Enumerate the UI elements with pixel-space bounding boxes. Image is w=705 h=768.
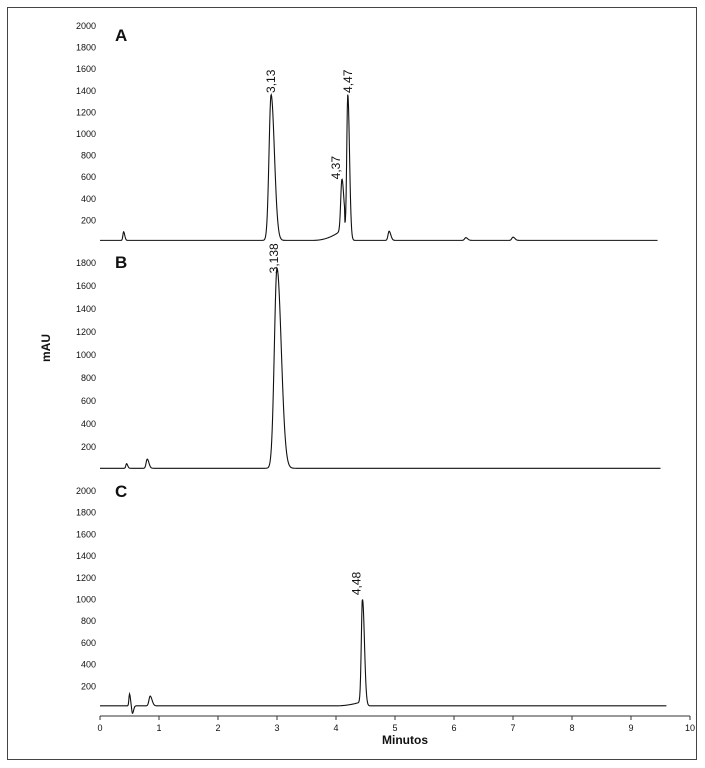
y-tick-label: 1000 <box>76 595 96 605</box>
y-tick-label: 1000 <box>76 129 96 139</box>
chromatogram-trace <box>100 266 661 469</box>
peak-label: 4,48 <box>350 571 364 595</box>
panel-b: 200 400 600 800 1000 1200 1400 1600 1800 B 3,138 <box>76 243 661 469</box>
y-tick-label: 400 <box>81 660 96 670</box>
y-tick-label: 1600 <box>76 529 96 539</box>
y-tick-label: 800 <box>81 373 96 383</box>
y-tick-label: 1000 <box>76 350 96 360</box>
peak-label: 3,13 <box>264 69 278 93</box>
y-tick-label: 1400 <box>76 304 96 314</box>
y-tick-label: 2000 <box>76 486 96 496</box>
y-tick-label: 1600 <box>76 281 96 291</box>
y-tick-label: 1800 <box>76 258 96 268</box>
panel-label: A <box>115 26 127 45</box>
y-tick-label: 1600 <box>76 64 96 74</box>
x-tick-label: 7 <box>510 723 515 733</box>
y-tick-label: 1800 <box>76 43 96 53</box>
x-tick-label: 2 <box>215 723 220 733</box>
chromatogram-figure: 0 1 2 3 4 5 6 7 8 9 10 Minutos mAU 200 400 600 800 100… <box>39 21 695 747</box>
x-tick-label: 5 <box>392 723 397 733</box>
x-tick-label: 0 <box>97 723 102 733</box>
x-tick-label: 4 <box>333 723 338 733</box>
chromatogram-panels: 200 400 600 800 1000 1200 1400 1600 1800 2000 A 3,1… <box>76 21 667 714</box>
y-tick-label: 600 <box>81 172 96 182</box>
y-tick-label: 400 <box>81 194 96 204</box>
peak-label: 3,138 <box>267 243 281 273</box>
y-tick-label: 800 <box>81 616 96 626</box>
x-tick-label: 1 <box>156 723 161 733</box>
panel-label: B <box>115 253 127 272</box>
y-tick-label: 1200 <box>76 573 96 583</box>
panel-label: C <box>115 482 127 501</box>
y-axis-title: mAU <box>39 334 53 362</box>
y-tick-label: 600 <box>81 396 96 406</box>
panel-c: 200 400 600 800 1000 1200 1400 1600 1800 2000 C 4,4… <box>76 482 667 714</box>
y-tick-label: 600 <box>81 638 96 648</box>
y-tick-label: 1400 <box>76 86 96 96</box>
y-tick-label: 200 <box>81 681 96 691</box>
x-axis-ticks: 0 1 2 3 4 5 6 7 8 9 10 <box>97 716 695 733</box>
x-tick-label: 10 <box>685 723 695 733</box>
y-tick-label: 200 <box>81 442 96 452</box>
chromatogram-trace <box>100 599 667 714</box>
x-tick-label: 8 <box>569 723 574 733</box>
peak-label: 4,37 <box>329 156 343 180</box>
y-tick-label: 1200 <box>76 327 96 337</box>
y-tick-label: 1800 <box>76 508 96 518</box>
x-tick-label: 9 <box>628 723 633 733</box>
x-tick-label: 3 <box>274 723 279 733</box>
y-tick-label: 200 <box>81 215 96 225</box>
peak-label: 4,47 <box>341 69 355 93</box>
panel-a: 200 400 600 800 1000 1200 1400 1600 1800 2000 A 3,1… <box>76 21 658 241</box>
chromatogram-trace <box>100 92 658 241</box>
y-tick-label: 800 <box>81 151 96 161</box>
x-tick-label: 6 <box>451 723 456 733</box>
y-tick-label: 1200 <box>76 107 96 117</box>
x-axis-title: Minutos <box>382 733 428 747</box>
y-tick-label: 1400 <box>76 551 96 561</box>
figure-frame: 0 1 2 3 4 5 6 7 8 9 10 Minutos mAU 200 400 600 800 100… <box>7 7 697 760</box>
y-tick-label: 400 <box>81 419 96 429</box>
y-tick-label: 2000 <box>76 21 96 31</box>
